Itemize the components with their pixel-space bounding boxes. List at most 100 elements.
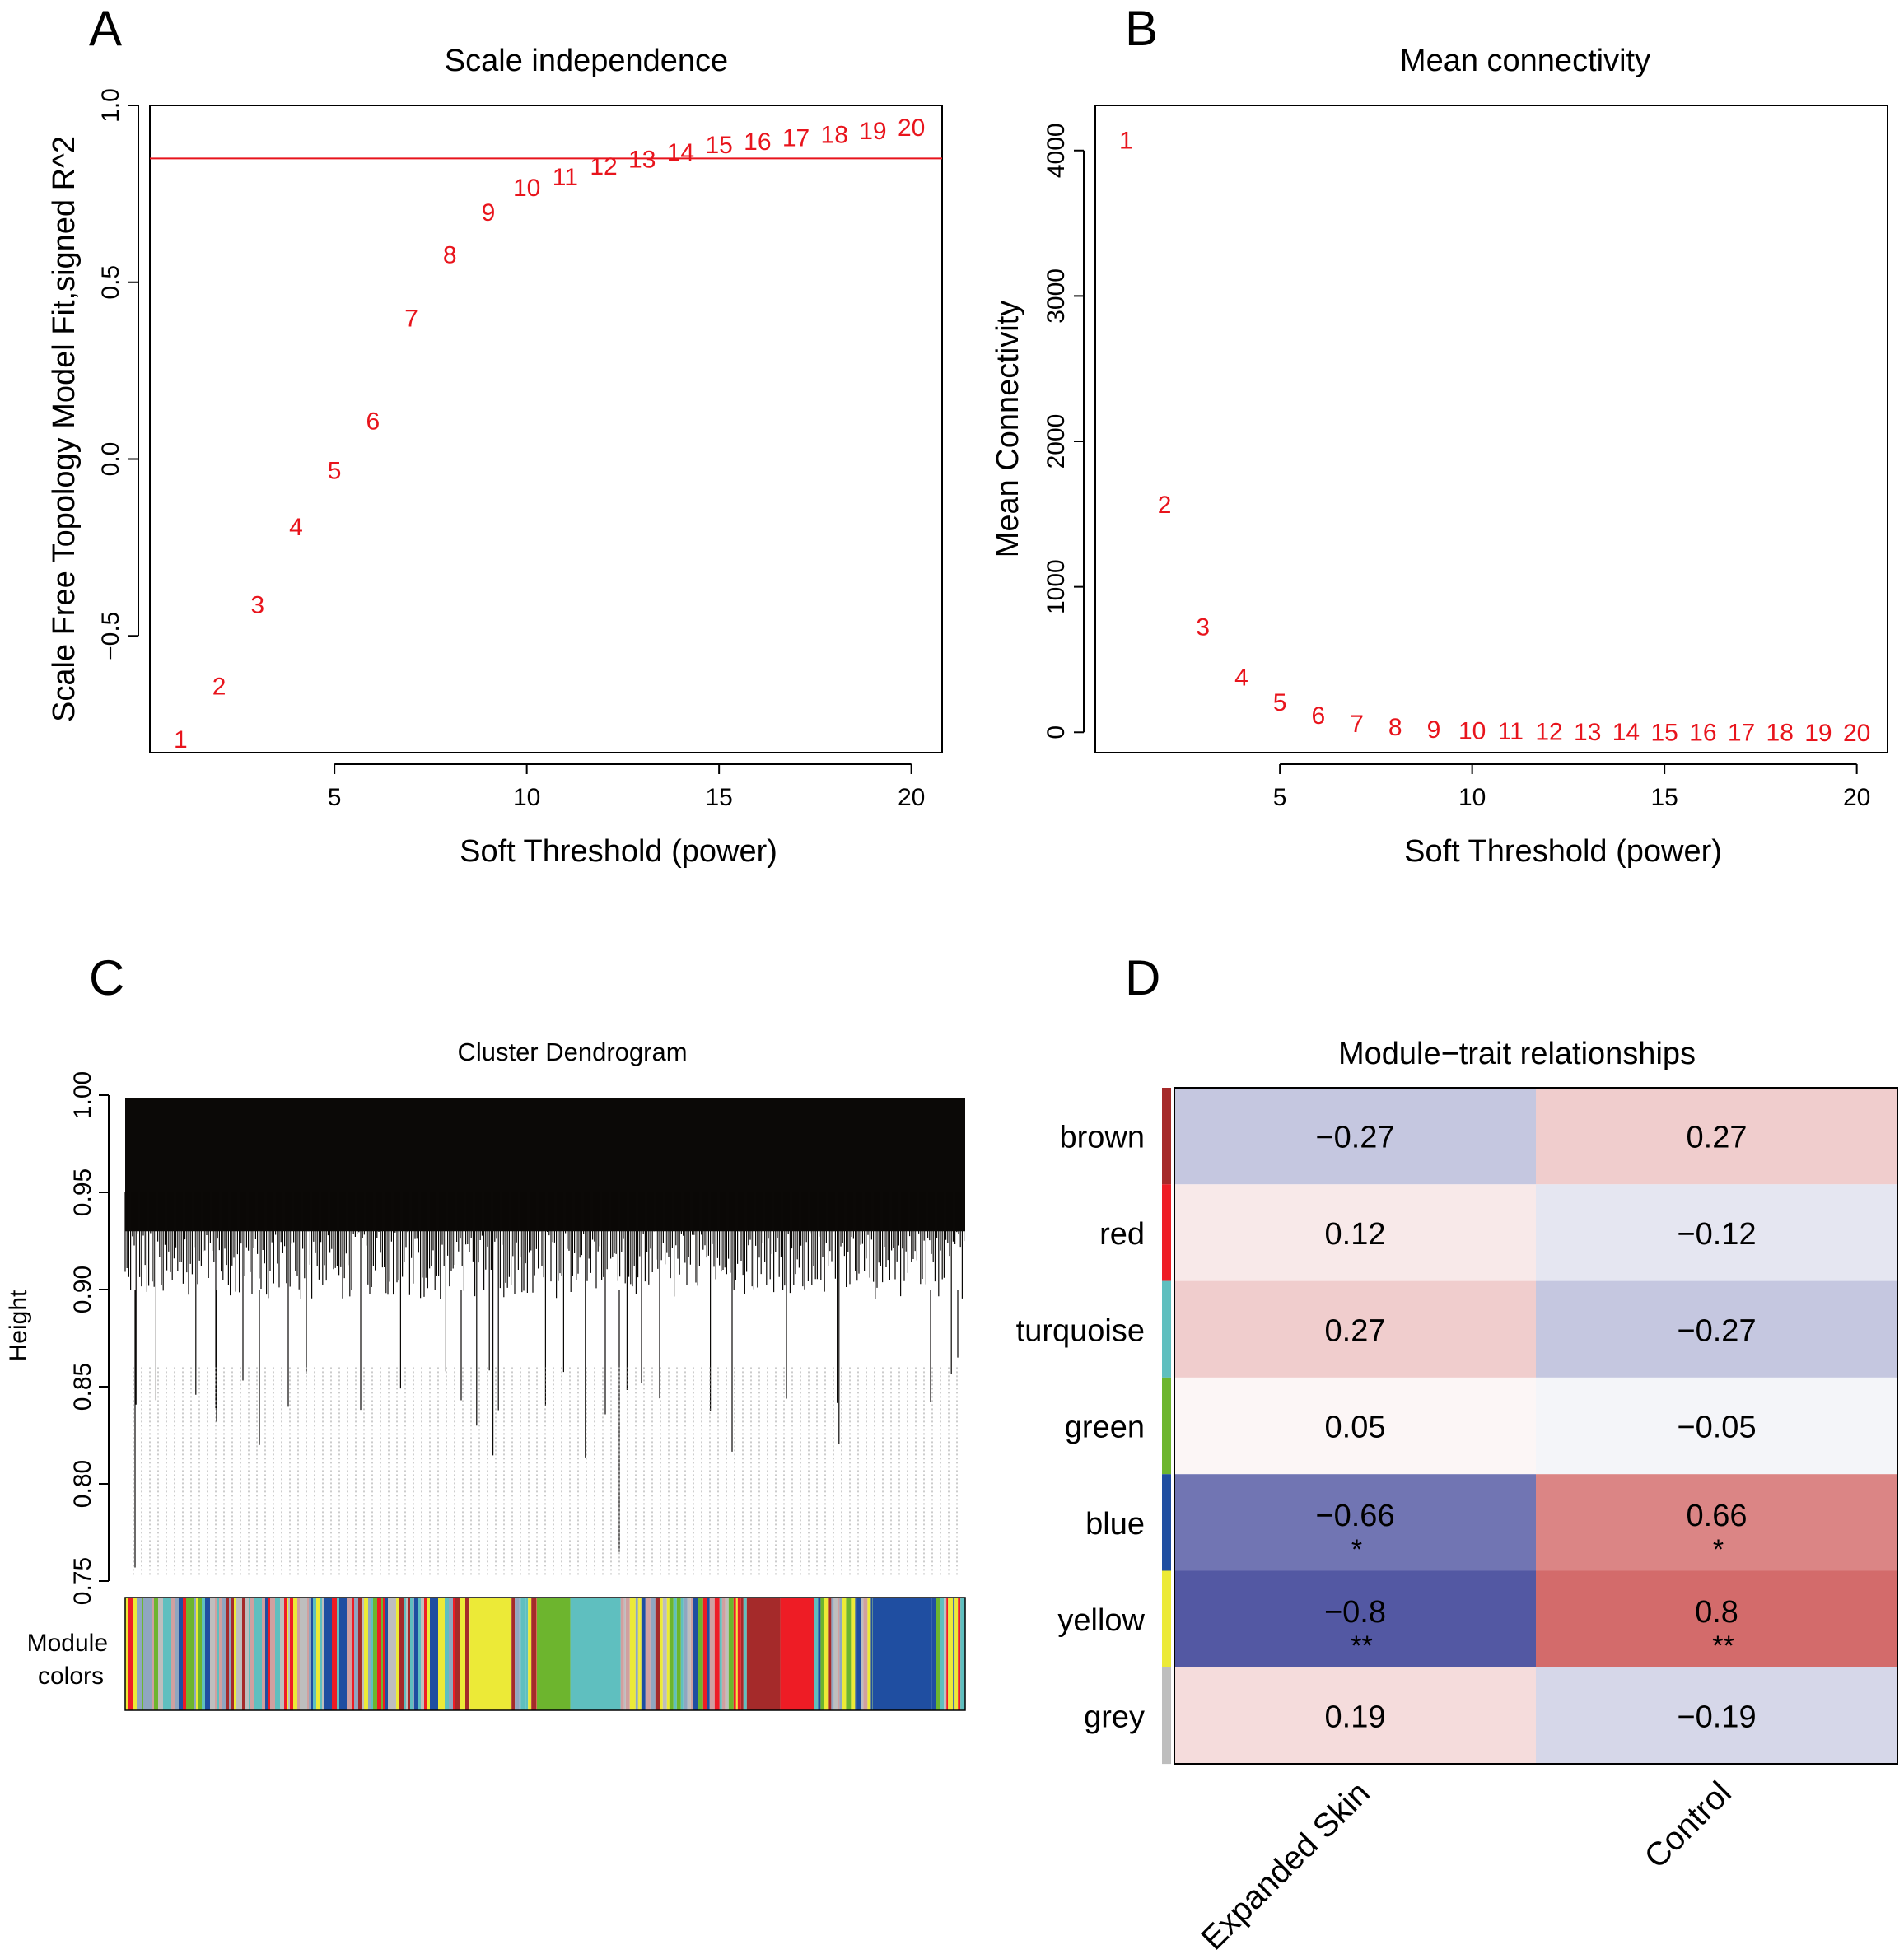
module-stripe [693,1598,698,1710]
module-stripe [175,1598,179,1710]
module-stripe [337,1598,339,1710]
module-stripe [725,1598,729,1710]
heatmap-cell [1174,1667,1536,1765]
module-block-brown [746,1598,781,1710]
module-block-yellow [469,1598,512,1710]
module-stripe [528,1598,532,1710]
module-stripe [168,1598,171,1710]
cell-value: −0.19 [1677,1700,1756,1734]
panel-label-b: B [1125,1,1158,56]
module-stripe [714,1598,720,1710]
module-stripe [814,1598,819,1710]
heatmap-cell [1174,1570,1536,1667]
data-point-label: 16 [744,128,771,156]
cell-value: 0.8 [1695,1595,1738,1630]
x-axis-label-b: Soft Threshold (power) [1404,834,1722,869]
data-point-label: 14 [667,139,694,166]
module-stripe [940,1598,945,1710]
row-color-strip-blue [1162,1474,1171,1571]
y-tick-label: 3000 [1043,268,1070,324]
module-stripe [445,1598,449,1710]
row-color-strip-green [1162,1377,1171,1475]
module-stripe [133,1598,137,1710]
module-stripe [163,1598,168,1710]
module-stripe [424,1598,427,1710]
module-stripe [313,1598,316,1710]
module-stripe [410,1598,413,1710]
module-stripe [373,1598,377,1710]
module-colors-label: Module colors [27,1630,115,1690]
cell-value: −0.66 [1315,1499,1394,1533]
module-stripe [870,1598,873,1710]
data-point-label: 18 [1766,720,1794,747]
module-stripe [719,1598,722,1710]
module-stripe [399,1598,404,1710]
module-stripe [820,1598,824,1710]
data-point-label: 11 [553,164,578,191]
module-colors-label-line1: Module [27,1630,108,1657]
row-label-grey: grey [1084,1700,1145,1734]
data-point-label: 15 [1650,719,1678,746]
module-stripe [158,1598,163,1710]
module-stripe [249,1598,250,1710]
row-label-yellow: yellow [1057,1603,1145,1638]
cell-value: 0.27 [1325,1313,1386,1348]
cell-value: −0.8 [1324,1595,1386,1630]
data-point-label: 6 [366,408,380,435]
module-stripe [960,1598,965,1710]
module-stripe [240,1598,242,1710]
row-color-strip-turquoise [1162,1280,1171,1378]
module-stripe [740,1598,744,1710]
heatmap-cell [1536,1474,1897,1571]
x-axis-a: 5 10 15 20 [328,763,925,811]
heatmap-cell [1536,1377,1897,1475]
cell-significance: * [1713,1534,1724,1565]
data-point-label: 5 [1273,689,1287,716]
data-point-label: 5 [328,457,342,484]
data-point-label: 17 [1728,720,1755,747]
module-stripe [954,1598,959,1710]
module-stripe [154,1598,158,1710]
panel-d-module-trait-heatmap: Module−trait relationships brown −0.27 0.2… [1016,1037,1898,1957]
module-stripe [198,1598,202,1710]
cell-value: −0.27 [1315,1121,1394,1155]
y-tick-label: 0.75 [69,1557,96,1605]
module-stripe [352,1598,354,1710]
data-point-label: 9 [1427,716,1441,744]
module-stripe [536,1598,537,1710]
plot-frame-b [1094,105,1888,753]
heatmap-cell [1174,1088,1536,1185]
module-stripe [650,1598,656,1710]
data-point-label: 16 [1689,720,1716,747]
cell-significance: ** [1351,1630,1372,1662]
module-stripe [525,1598,529,1710]
module-stripe [531,1598,537,1710]
y-tick-label: 4000 [1043,123,1070,178]
data-point-label: 4 [289,514,303,541]
data-point-label: 2 [212,673,226,700]
data-point-label: 2 [1158,492,1172,519]
data-point-label: 12 [1535,719,1562,746]
module-stripe [280,1598,284,1710]
module-colors-label-line2: colors [38,1663,104,1690]
module-stripe [147,1598,152,1710]
module-stripe [362,1598,364,1710]
module-stripe [222,1598,226,1710]
y-axis-c: 0.75 0.80 0.85 0.90 0.95 1.00 [69,1071,110,1605]
module-stripe [662,1598,667,1710]
module-stripe [721,1598,726,1710]
x-tick-label: 15 [705,784,732,811]
module-stripe [210,1598,215,1710]
cell-value: −0.27 [1677,1313,1756,1348]
module-stripe [343,1598,347,1710]
module-stripe [217,1598,219,1710]
module-stripe [307,1598,309,1710]
module-stripe [231,1598,234,1710]
data-point-label: 3 [1196,613,1210,641]
module-stripe [354,1598,358,1710]
y-tick-label: 1000 [1043,559,1070,614]
module-stripe [236,1598,240,1710]
